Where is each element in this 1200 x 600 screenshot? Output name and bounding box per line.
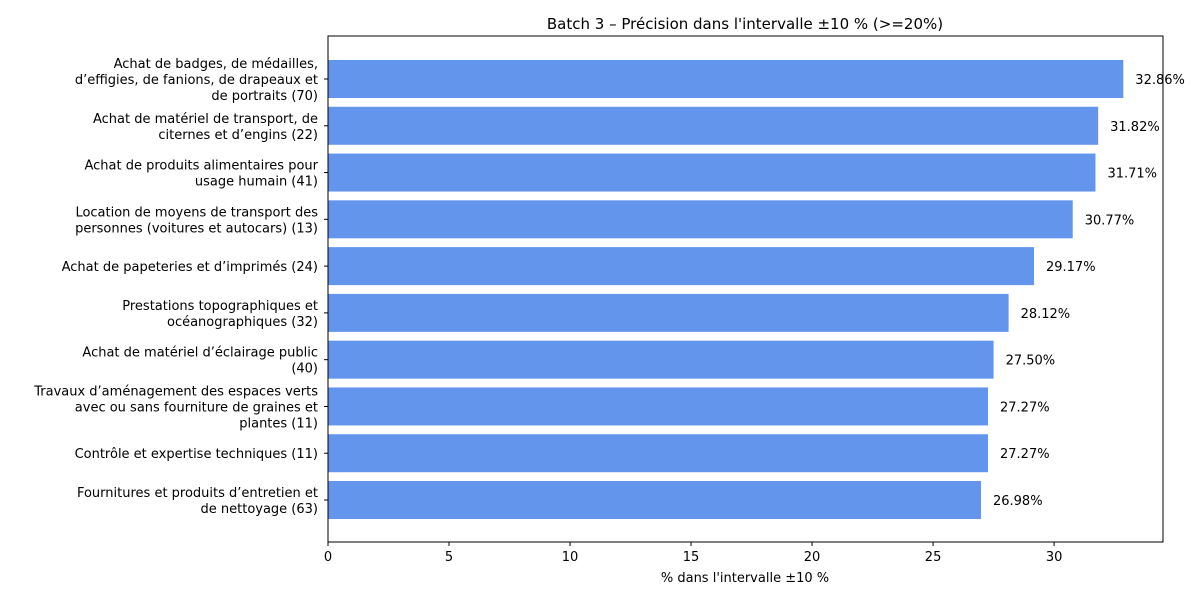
y-tick-label-line: Travaux d’aménagement des espaces verts [33, 384, 318, 399]
y-tick-label-line: citernes et d’engins (22) [158, 128, 318, 143]
y-tick-label: Prestations topographiques et océanograph… [122, 299, 318, 330]
y-tick-label-line: plantes (11) [239, 416, 318, 431]
x-tick-label: 30 [1046, 550, 1063, 565]
y-tick-label-line: (40) [291, 362, 318, 377]
y-tick-label: Achat de badges, de médailles, d’effigies… [75, 57, 318, 104]
chart-title: Batch 3 – Précision dans l'intervalle ±1… [547, 15, 943, 33]
y-tick-label-line: personnes (voitures et autocars) (13) [75, 221, 318, 236]
bars-group [328, 60, 1124, 519]
bar-value-label: 31.71% [1107, 167, 1157, 182]
y-tick-label-line: usage humain (41) [195, 175, 318, 190]
x-ticks-group: 0 5 10 15 20 25 30 [324, 542, 1063, 565]
bar-value-label: 27.50% [1006, 354, 1056, 369]
y-tick-label-line: Achat de badges, de médailles, [114, 57, 318, 72]
y-tick-labels-group: Achat de badges, de médailles, d’effigies… [33, 57, 328, 517]
x-tick-label: 0 [324, 550, 332, 565]
y-tick-label-line: océanographiques (32) [167, 315, 318, 330]
plot-frame [327, 35, 1164, 543]
bar-value-label: 27.27% [1000, 400, 1050, 415]
bar [328, 247, 1034, 286]
y-tick-label: Travaux d’aménagement des espaces verts a… [33, 384, 318, 431]
bar-value-label: 32.86% [1135, 73, 1185, 88]
bar [328, 153, 1096, 192]
bar [328, 60, 1124, 98]
x-tick-label: 25 [925, 550, 942, 565]
bar-value-label: 27.27% [1000, 447, 1050, 462]
y-tick-label-line: Prestations topographiques et [122, 299, 318, 314]
bar-value-label: 28.12% [1021, 307, 1071, 322]
y-tick-label: Achat de matériel de transport, de citern… [93, 112, 318, 143]
bar [328, 200, 1073, 239]
bar-value-label: 31.82% [1110, 120, 1160, 135]
y-tick-label: Achat de produits alimentaires pour usage… [84, 159, 318, 190]
x-tick-label: 10 [562, 550, 579, 565]
x-tick-label: 5 [445, 550, 453, 565]
y-tick-label: Fournitures et produits d’entretien et de… [77, 486, 318, 517]
y-tick-label-line: Fournitures et produits d’entretien et [77, 486, 318, 501]
x-axis-label: % dans l'intervalle ±10 % [661, 571, 829, 586]
value-labels-group: 32.86% 31.82% 31.71% 30.77% 29.17% 28.12% 27.5… [993, 73, 1185, 509]
x-tick-label: 15 [683, 550, 700, 565]
y-tick-label: Contrôle et expertise techniques (11) [75, 447, 318, 462]
y-tick-label-line: Achat de papeteries et d’imprimés (24) [62, 260, 318, 275]
bar [328, 387, 989, 426]
bar-value-label: 30.77% [1085, 213, 1135, 228]
x-tick-label: 20 [804, 550, 821, 565]
bar [328, 293, 1009, 332]
bar-value-label: 29.17% [1046, 260, 1096, 275]
y-tick-label-line: avec ou sans fourniture de graines et [75, 400, 318, 415]
y-tick-label: Achat de papeteries et d’imprimés (24) [62, 260, 318, 275]
y-tick-label-line: Achat de matériel d’éclairage public [82, 346, 318, 361]
y-tick-label-line: Location de moyens de transport des [75, 205, 318, 220]
bar-value-label: 26.98% [993, 494, 1043, 509]
bar [328, 481, 981, 519]
y-tick-label-line: d’effigies, de fanions, de drapeaux et [75, 73, 318, 88]
y-tick-label: Location de moyens de transport des perso… [75, 205, 318, 236]
bar [328, 106, 1099, 145]
y-tick-label: Achat de matériel d’éclairage public (40) [82, 346, 318, 377]
bar [328, 434, 989, 473]
y-tick-label-line: Achat de matériel de transport, de [93, 112, 318, 127]
y-tick-label-line: Achat de produits alimentaires pour [84, 159, 318, 174]
bar [328, 340, 994, 379]
y-tick-label-line: de portraits (70) [211, 89, 318, 104]
y-tick-label-line: Contrôle et expertise techniques (11) [75, 447, 318, 462]
y-tick-label-line: de nettoyage (63) [201, 502, 319, 517]
